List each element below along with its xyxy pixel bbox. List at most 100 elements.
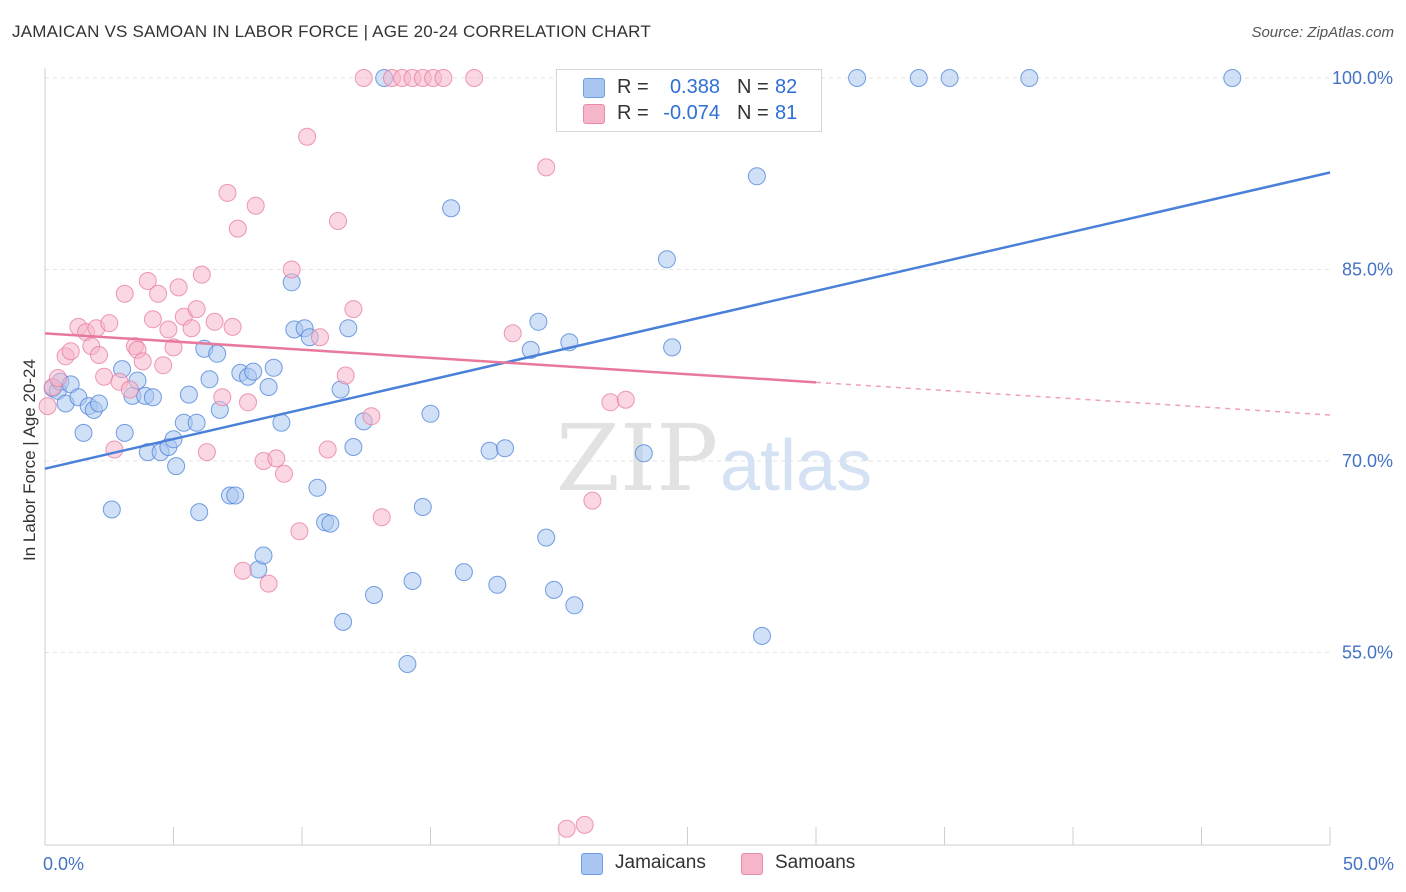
data-point: [454, 563, 473, 582]
data-point: [115, 284, 134, 303]
data-point: [413, 498, 432, 516]
data-point: [197, 443, 216, 462]
data-point: [179, 385, 198, 404]
data-point: [298, 127, 317, 146]
data-point: [848, 69, 867, 87]
data-point: [254, 546, 273, 565]
data-point: [120, 380, 139, 399]
data-point: [282, 260, 301, 279]
n-label: N =: [737, 102, 769, 124]
data-point: [143, 388, 162, 407]
data-point: [200, 370, 219, 389]
data-point: [143, 310, 162, 329]
watermark: ZIP atlas: [556, 405, 872, 512]
data-point: [164, 338, 183, 357]
data-point: [339, 319, 358, 338]
data-point: [290, 522, 309, 541]
y-tick-label: 70.0%: [1342, 451, 1393, 471]
data-point: [557, 819, 576, 838]
data-point: [344, 438, 363, 456]
data-point: [259, 574, 278, 593]
data-point: [336, 366, 355, 385]
data-point: [154, 356, 173, 375]
data-point: [634, 444, 653, 463]
trend-line-samoans: [44, 332, 817, 384]
data-point: [208, 344, 227, 363]
data-point: [213, 388, 232, 407]
r-label: R =: [617, 102, 649, 124]
data-point: [275, 464, 293, 483]
legend-row-jamaicans: R = 0.388 N = 82: [557, 75, 821, 101]
y-tick-label: 100.0%: [1332, 68, 1393, 88]
data-point: [48, 369, 67, 387]
data-point: [480, 441, 499, 460]
watermark-atlas: atlas: [720, 426, 872, 506]
data-point: [190, 503, 209, 522]
r-label: R =: [617, 76, 649, 98]
legend-swatch-samoans: [583, 104, 605, 124]
data-point: [575, 815, 594, 834]
data-point: [601, 393, 620, 412]
n-value: 81: [775, 102, 798, 124]
data-point: [308, 478, 327, 497]
data-point: [226, 486, 245, 505]
data-points: [38, 69, 1242, 838]
data-point: [583, 491, 602, 510]
data-point: [329, 212, 347, 230]
x-tick-label: 50.0%: [1343, 854, 1394, 874]
data-point: [115, 423, 134, 442]
data-point: [311, 328, 329, 347]
x-tick-label: 0.0%: [43, 854, 84, 874]
data-point: [95, 367, 114, 386]
data-point: [38, 397, 57, 416]
data-point: [372, 508, 391, 527]
bottom-legend-swatch-samoans: [741, 853, 763, 875]
data-point: [1223, 69, 1242, 87]
data-point: [616, 390, 635, 409]
data-point: [488, 575, 507, 594]
data-point: [344, 300, 363, 319]
data-point: [909, 69, 928, 87]
data-point: [565, 596, 584, 615]
data-point: [223, 317, 242, 336]
bottom-legend-label: Jamaicans: [615, 852, 706, 873]
data-point: [259, 378, 278, 396]
data-point: [218, 183, 237, 202]
data-point: [100, 314, 119, 333]
r-value: 0.388: [669, 76, 720, 98]
data-point: [90, 394, 108, 413]
data-point: [192, 265, 211, 284]
data-point: [239, 393, 257, 412]
data-point: [434, 69, 453, 87]
trend-line-jamaicans: [44, 171, 1331, 470]
data-point: [205, 312, 224, 331]
y-tick-label: 85.0%: [1342, 260, 1393, 280]
data-point: [362, 407, 381, 426]
data-point: [246, 196, 265, 215]
chart-title: JAMAICAN VS SAMOAN IN LABOR FORCE | AGE …: [12, 22, 651, 41]
data-point: [465, 69, 484, 87]
data-point: [354, 69, 373, 87]
legend-swatch-jamaicans: [583, 78, 605, 98]
data-point: [529, 312, 548, 331]
data-point: [167, 457, 186, 476]
data-point: [74, 423, 93, 442]
data-point: [753, 626, 771, 645]
y-axis-label: In Labor Force | Age 20-24: [20, 359, 39, 561]
legend-row-samoans: R = -0.074 N = 81: [557, 101, 821, 127]
data-point: [521, 340, 540, 359]
correlation-legend: R = 0.388 N = 82 R = -0.074 N = 81: [556, 69, 822, 132]
data-point: [421, 404, 440, 423]
data-point: [102, 500, 121, 519]
data-point: [187, 413, 206, 432]
data-point: [321, 514, 340, 533]
data-point: [90, 346, 108, 364]
data-point: [663, 338, 682, 357]
data-point: [169, 278, 188, 297]
n-value: 82: [775, 76, 798, 98]
bottom-legend-label: Samoans: [775, 852, 856, 873]
data-point: [149, 284, 168, 303]
r-value: -0.074: [663, 102, 720, 124]
data-point: [1020, 69, 1039, 87]
